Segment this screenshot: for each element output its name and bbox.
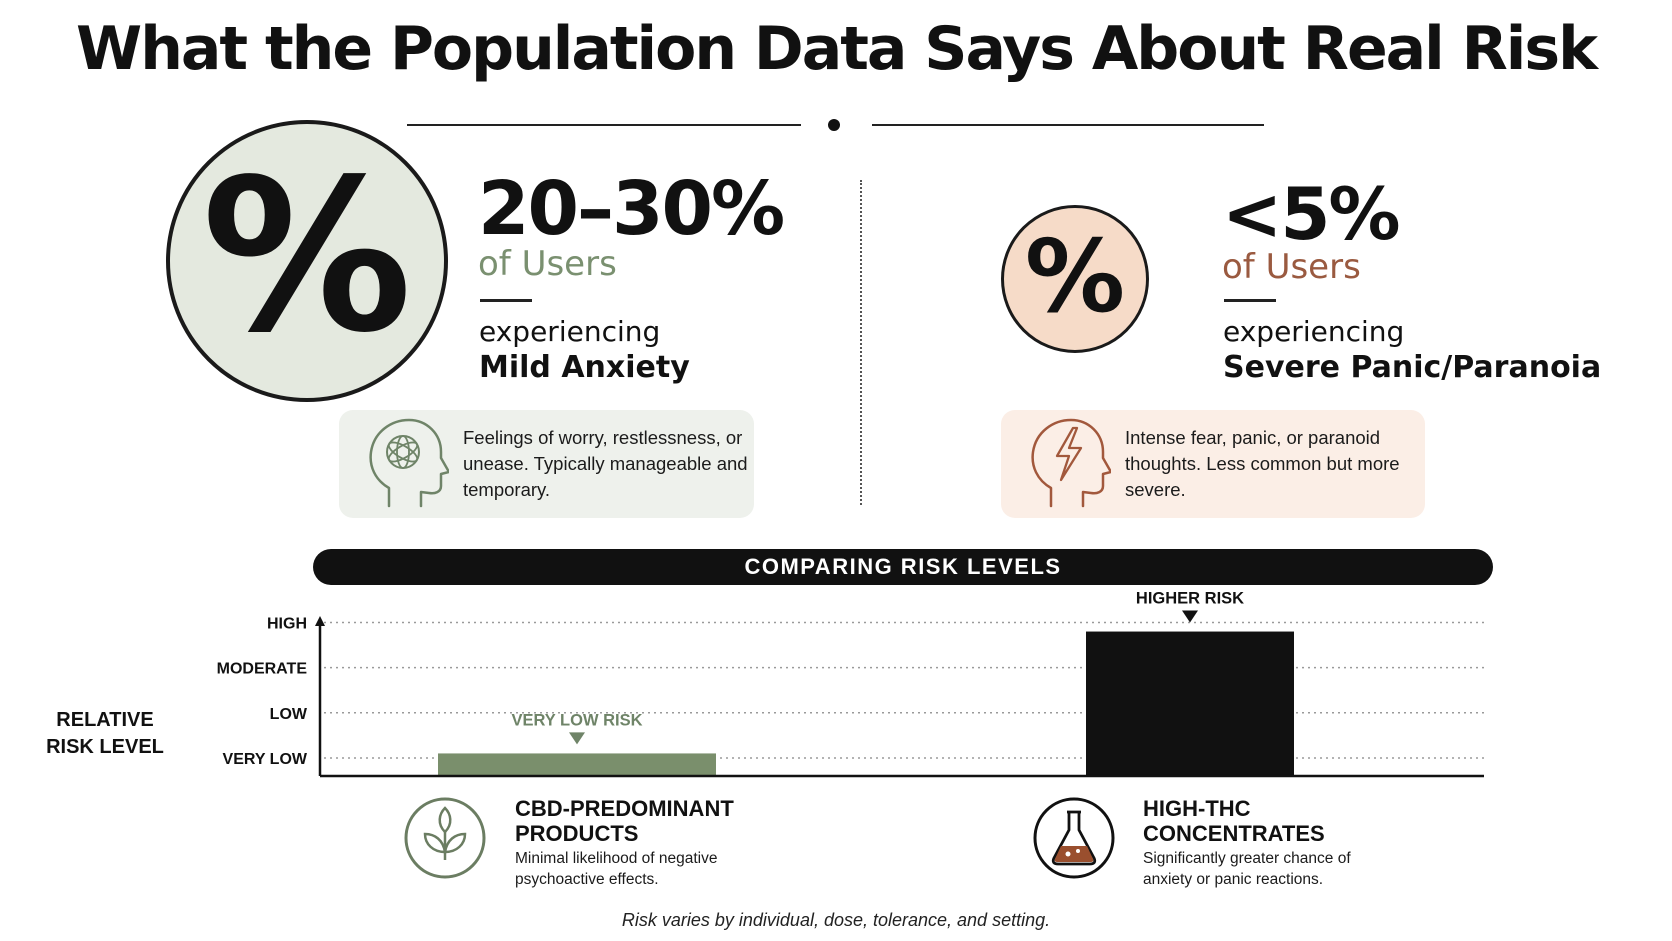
chart-axes: VERY LOW LOW MODERATE HIGH <box>217 616 1484 778</box>
y-axis-title-line2: RISK LEVEL <box>46 736 164 758</box>
mild-anxiety-of-users: of Users <box>478 244 617 284</box>
experiencing-label: experiencing <box>479 315 661 348</box>
y-tick-label: LOW <box>270 706 308 723</box>
cbd-title-line1: CBD-PREDOMINANT <box>515 796 734 821</box>
head-lightning-icon <box>1031 418 1111 508</box>
page-title: What the Population Data Says About Real… <box>76 14 1598 84</box>
cbd-category-title: CBD-PREDOMINANT PRODUCTS <box>515 796 775 846</box>
bar-data-label: HIGHER RISK <box>1136 590 1244 608</box>
y-axis-arrow-icon <box>315 616 325 626</box>
chart-gridlines <box>324 621 1484 759</box>
experiencing-label: experiencing <box>1223 315 1405 348</box>
severe-panic-caption: experiencing Severe Panic/Paranoia <box>1223 314 1601 387</box>
bar-pointer-icon <box>1182 610 1198 623</box>
title-rule-right <box>872 124 1264 126</box>
severe-panic-value: <5% <box>1222 172 1401 256</box>
stats-divider <box>860 180 862 505</box>
risk-bar <box>1086 631 1294 775</box>
y-tick-label: HIGH <box>267 616 307 633</box>
chart-bars: VERY LOW RISK HIGHER RISK <box>438 590 1294 775</box>
mild-anxiety-caption: experiencing Mild Anxiety <box>479 314 690 387</box>
severe-panic-percent-circle: % <box>1001 205 1149 353</box>
bar-pointer-icon <box>569 732 585 745</box>
head-brain-icon <box>369 418 449 508</box>
y-axis-title-line1: RELATIVE <box>56 709 153 731</box>
leaf-icon <box>404 797 486 879</box>
mild-anxiety-rule <box>480 299 532 302</box>
footnote: Risk varies by individual, dose, toleran… <box>621 910 1051 930</box>
title-rule-left <box>407 124 801 126</box>
severe-panic-description: Intense fear, panic, or paranoid thought… <box>1125 427 1400 500</box>
cbd-category-description: Minimal likelihood of negative psychoact… <box>515 850 718 888</box>
thc-title-line1: HIGH-THC <box>1143 796 1251 821</box>
mild-anxiety-value: 20–30% <box>478 166 785 252</box>
cbd-title-line2: PRODUCTS <box>515 821 639 846</box>
mild-anxiety-condition: Mild Anxiety <box>479 350 690 385</box>
title-divider-dot <box>828 119 840 131</box>
severe-panic-info-box: Intense fear, panic, or paranoid thought… <box>1001 410 1425 518</box>
thc-category-description: Significantly greater chance of anxiety … <box>1143 850 1351 888</box>
mild-anxiety-info-box: Feelings of worry, restlessness, or unea… <box>339 410 754 518</box>
risk-bar <box>438 753 716 775</box>
comparing-risk-banner: COMPARING RISK LEVELS <box>313 549 1493 585</box>
thc-category-title: HIGH-THC CONCENTRATES <box>1143 796 1403 846</box>
percent-icon: % <box>201 134 413 379</box>
bar-data-label: VERY LOW RISK <box>511 711 642 729</box>
thc-title-line2: CONCENTRATES <box>1143 821 1325 846</box>
flask-icon <box>1033 797 1115 879</box>
severe-panic-condition: Severe Panic/Paranoia <box>1223 350 1602 385</box>
mild-anxiety-description: Feelings of worry, restlessness, or unea… <box>463 427 748 500</box>
mild-anxiety-percent-circle: % <box>166 120 448 402</box>
severe-panic-rule <box>1224 299 1276 302</box>
y-tick-label: VERY LOW <box>223 751 308 768</box>
percent-icon: % <box>1024 218 1126 335</box>
severe-panic-of-users: of Users <box>1222 247 1361 287</box>
y-tick-label: MODERATE <box>217 661 308 678</box>
